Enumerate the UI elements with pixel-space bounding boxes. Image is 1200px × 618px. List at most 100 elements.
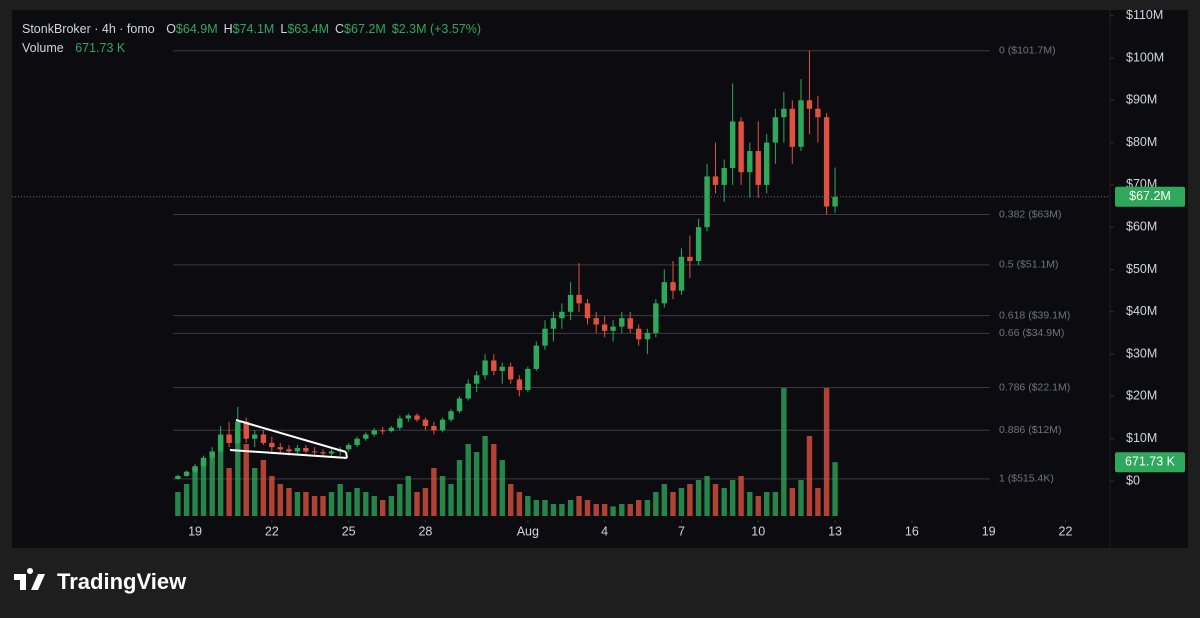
candle-body xyxy=(627,318,633,329)
brand-name: TradingView xyxy=(57,569,187,594)
fib-label: 0.66 ($34.9M) xyxy=(999,327,1064,339)
candle-body xyxy=(456,398,463,412)
y-tick-label: $60M xyxy=(1126,219,1157,233)
candle-body xyxy=(678,256,685,291)
volume-bar xyxy=(593,504,599,516)
candle-body xyxy=(209,451,215,458)
volume-bar xyxy=(729,480,736,516)
volume-bar xyxy=(516,492,523,516)
volume-bar xyxy=(491,444,497,516)
symbol: StonkBroker · 4h · fomo xyxy=(22,22,155,36)
ohlc: O$64.9M H$74.1M L$63.4M C$67.2M $2.3M (+3.57… xyxy=(166,22,481,36)
candle-body xyxy=(687,256,693,262)
last-price-label: $67.2M xyxy=(1129,189,1171,203)
candle-body xyxy=(738,121,744,173)
volume-bar xyxy=(414,492,420,516)
candle-body xyxy=(217,434,224,452)
candle-body xyxy=(422,419,429,427)
candle-body xyxy=(371,430,377,435)
logo-icon xyxy=(14,568,45,590)
candle-body xyxy=(345,445,352,450)
y-tick-label: $50M xyxy=(1126,262,1157,276)
volume-bar xyxy=(192,468,198,516)
candle-body xyxy=(525,368,531,391)
volume-bar xyxy=(226,468,232,516)
volume-bar xyxy=(499,460,505,516)
volume-bar xyxy=(397,484,403,516)
volume-bar xyxy=(712,484,719,516)
y-tick-label: $40M xyxy=(1126,304,1157,318)
candle-body xyxy=(823,117,830,207)
volume-bar xyxy=(533,500,539,516)
candle-body xyxy=(661,282,667,304)
volume-bar xyxy=(781,388,787,516)
candle-body xyxy=(507,366,514,380)
volume-bar xyxy=(431,468,437,516)
candle-body xyxy=(542,328,548,346)
fib-label: 0.382 ($63M) xyxy=(999,208,1061,220)
field-key: L xyxy=(280,22,287,36)
candle-body xyxy=(414,415,420,420)
volume-bar xyxy=(388,496,395,516)
candle-body xyxy=(772,117,779,143)
volume-bar xyxy=(687,484,693,516)
volume-bar xyxy=(320,496,326,516)
fib-label: 0.786 ($22.1M) xyxy=(999,381,1070,393)
volume-bar xyxy=(209,452,215,516)
volume-bar xyxy=(678,488,685,516)
fib-label: 1 ($515.4K) xyxy=(999,473,1054,485)
volume-bar xyxy=(277,484,283,516)
volume-bar xyxy=(525,496,531,516)
candle-body xyxy=(559,311,565,319)
candle-body xyxy=(448,411,454,420)
candle-body xyxy=(354,438,360,446)
candle-body xyxy=(226,434,232,443)
candle-body xyxy=(286,449,292,452)
y-tick-label: $90M xyxy=(1126,93,1157,107)
candle-body xyxy=(499,366,505,372)
fib-label: 0.618 ($39.1M) xyxy=(999,309,1070,321)
volume-bar xyxy=(175,492,181,516)
x-tick-label: 22 xyxy=(1059,524,1073,538)
candle-body xyxy=(277,447,283,450)
candle-body xyxy=(200,457,207,467)
volume-bar xyxy=(473,452,480,516)
volume-bar xyxy=(542,500,548,516)
candle-body xyxy=(798,100,804,147)
volume-bar xyxy=(482,436,488,516)
volume-bar xyxy=(764,492,770,516)
candle-body xyxy=(251,434,258,439)
volume-bar xyxy=(311,496,318,516)
x-tick-label: 10 xyxy=(751,524,765,538)
volume-bar xyxy=(610,506,616,516)
y-tick-label: $10M xyxy=(1126,431,1157,445)
fib-label: 0.886 ($12M) xyxy=(999,424,1061,436)
volume-bar xyxy=(806,436,813,516)
volume-bar xyxy=(559,504,565,516)
field-key: C xyxy=(335,22,344,36)
candle-body xyxy=(397,418,403,428)
candle-body xyxy=(363,434,369,439)
volume-bar xyxy=(695,480,702,516)
volume-bar xyxy=(653,492,659,516)
candle-body xyxy=(550,318,557,329)
candle-body xyxy=(653,303,659,333)
field-value: $74.1M xyxy=(233,22,275,36)
candle-body xyxy=(721,167,727,185)
candle-body xyxy=(729,121,736,168)
volume-bar xyxy=(601,504,608,516)
volume-bar xyxy=(235,428,241,516)
candle-body xyxy=(815,108,821,118)
volume-bar xyxy=(661,484,667,516)
candle-body xyxy=(593,318,599,325)
candle-body xyxy=(755,151,761,185)
candle-body xyxy=(635,328,642,340)
volume-bar xyxy=(738,476,744,516)
field-key: H xyxy=(224,22,233,36)
candle-body xyxy=(764,142,770,185)
volume-bar xyxy=(303,492,309,516)
candle-body xyxy=(260,434,267,443)
candle-body xyxy=(670,282,676,291)
volume-bar xyxy=(507,484,514,516)
